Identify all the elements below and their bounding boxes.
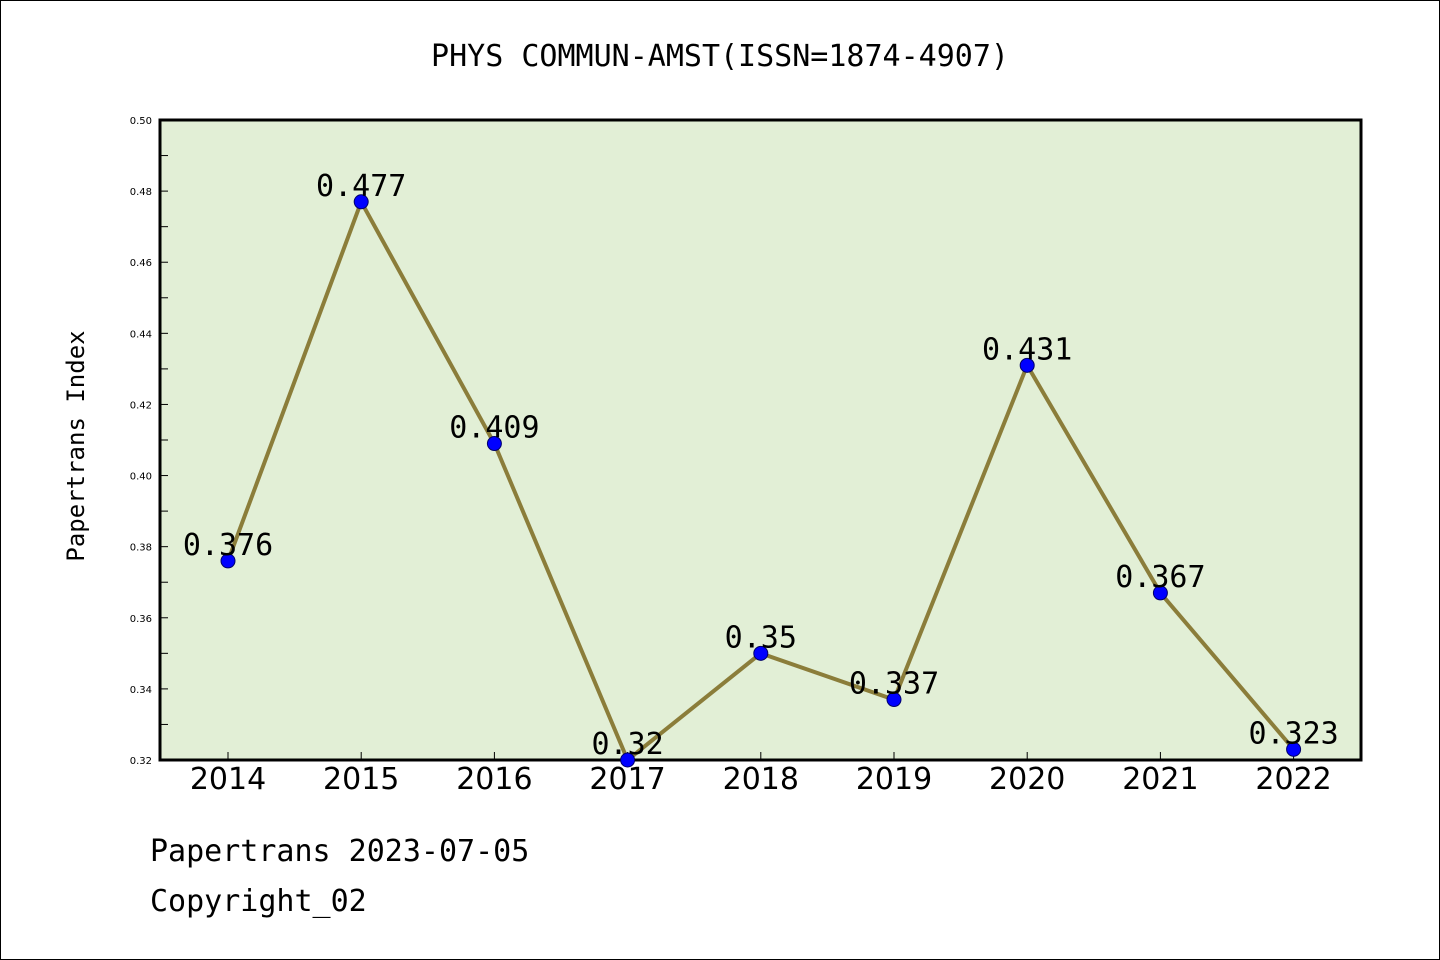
- y-tick-label: 0.48: [130, 187, 152, 198]
- data-point: [886, 692, 902, 708]
- data-label: 0.35: [725, 620, 797, 655]
- y-tick-label: 0.46: [130, 258, 152, 269]
- data-point: [1019, 357, 1035, 373]
- x-tick-label: 2020: [989, 762, 1065, 797]
- data-label: 0.367: [1115, 560, 1205, 595]
- data-point: [486, 436, 502, 452]
- x-tick-label: 2016: [456, 762, 532, 797]
- y-tick-label: 0.34: [130, 685, 152, 696]
- x-tick-label: 2014: [190, 762, 266, 797]
- y-tick-label: 0.38: [130, 543, 152, 554]
- x-tick-label: 2018: [723, 762, 799, 797]
- chart-title: PHYS COMMUN-AMST(ISSN=1874-4907): [431, 39, 1009, 74]
- data-label: 0.431: [982, 332, 1072, 367]
- y-tick-label: 0.50: [130, 116, 152, 127]
- data-point: [620, 752, 636, 768]
- data-point: [753, 645, 769, 661]
- data-label: 0.32: [591, 727, 663, 762]
- data-points: [220, 194, 1302, 768]
- footer-date: Papertrans 2023-07-05: [150, 834, 530, 869]
- x-tick-label: 2017: [589, 762, 665, 797]
- x-tick-label: 2022: [1255, 762, 1331, 797]
- axis-ticks: 0.32 0.34 0.36 0.38 0.40 0.42 0.44 0.46 0.48 0.50…: [130, 116, 1332, 797]
- data-label: 0.409: [449, 411, 539, 446]
- y-tick-label: 0.40: [130, 472, 152, 483]
- data-point: [220, 553, 236, 569]
- x-tick-label: 2021: [1122, 762, 1198, 797]
- data-label: 0.323: [1248, 716, 1338, 751]
- data-point: [353, 194, 369, 210]
- plot-area: [158, 118, 1363, 762]
- footer-copyright: Copyright_02: [150, 884, 367, 919]
- data-label: 0.477: [316, 169, 406, 204]
- y-tick-label: 0.36: [130, 614, 152, 625]
- data-labels: 0.376 0.477 0.409 0.32 0.35 0.337 0.431 0.367 0.…: [183, 169, 1339, 762]
- y-tick-label: 0.42: [130, 400, 152, 411]
- data-label: 0.376: [183, 528, 273, 563]
- y-tick-label: 0.32: [130, 756, 152, 767]
- data-point: [1152, 585, 1168, 601]
- y-axis-label: Papertrans Index: [62, 330, 90, 561]
- data-label: 0.337: [849, 667, 939, 702]
- y-tick-label: 0.44: [130, 329, 152, 340]
- x-tick-label: 2019: [856, 762, 932, 797]
- x-tick-label: 2015: [323, 762, 399, 797]
- data-point: [1286, 741, 1302, 757]
